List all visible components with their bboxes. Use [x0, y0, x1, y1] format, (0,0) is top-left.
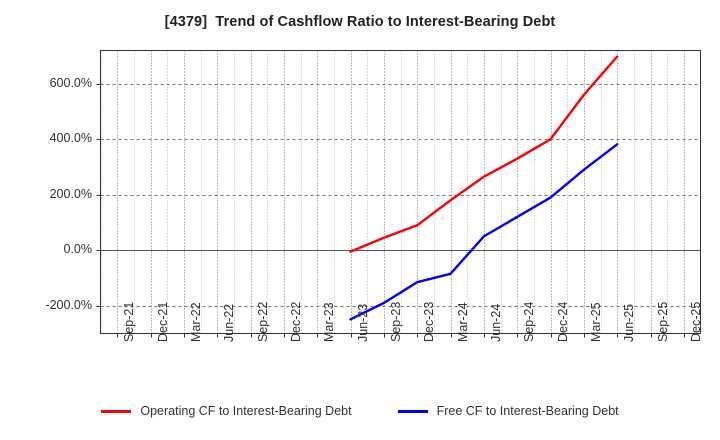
legend-item[interactable]: Free CF to Interest-Bearing Debt	[397, 404, 619, 418]
x-axis-tick-label: Dec-23	[422, 301, 437, 342]
y-axis-tick-label: 600.0%	[49, 75, 92, 90]
chart-title: [4379] Trend of Cashflow Ratio to Intere…	[164, 14, 556, 30]
x-axis-tick-label: Jun-24	[488, 303, 503, 342]
legend-label: Free CF to Interest-Bearing Debt	[436, 404, 619, 418]
x-axis-tick-label: Dec-25	[688, 301, 703, 342]
y-axis-tick-label: 400.0%	[49, 131, 92, 146]
y-axis-tick-label: 0.0%	[63, 242, 93, 257]
x-axis-tick-label: Mar-23	[322, 301, 337, 342]
minor-vertical-gridlines	[101, 50, 668, 334]
x-axis-tick-label: Sep-24	[522, 301, 537, 342]
horizontal-gridlines	[100, 84, 701, 307]
x-axis-tick-label: Jun-25	[622, 303, 637, 342]
x-axis-tick-label: Sep-25	[655, 301, 670, 342]
axis-tick-marks	[96, 84, 685, 338]
series-line	[349, 55, 619, 253]
x-axis-tick-label: Dec-22	[288, 301, 303, 342]
x-axis-tick-label: Mar-22	[188, 301, 203, 342]
legend-item[interactable]: Operating CF to Interest-Bearing Debt	[101, 404, 352, 418]
series-line	[349, 143, 619, 321]
x-axis-tick-label: Dec-24	[555, 301, 570, 342]
legend-label: Operating CF to Interest-Bearing Debt	[140, 404, 352, 418]
major-vertical-gridlines	[117, 50, 685, 334]
x-axis-tick-label: Mar-24	[455, 301, 470, 342]
data-series-lines	[349, 55, 619, 321]
x-axis-tick-label: Jun-23	[355, 303, 370, 342]
x-axis-tick-label: Sep-21	[122, 301, 137, 342]
x-axis-tick-label: Jun-22	[222, 303, 237, 342]
x-axis-tick-label: Sep-22	[255, 301, 270, 342]
y-axis-tick-label: 200.0%	[49, 186, 92, 201]
chart-legend: Operating CF to Interest-Bearing Debt Fre…	[0, 404, 720, 418]
y-axis-tick-label: -200.0%	[45, 297, 92, 312]
legend-color-swatch	[397, 409, 428, 413]
x-axis-tick-label: Sep-23	[388, 301, 403, 342]
x-axis-tick-label: Mar-25	[588, 301, 603, 342]
x-axis-tick-label: Dec-21	[155, 301, 170, 342]
plot-frame	[100, 50, 701, 334]
legend-color-swatch	[101, 409, 132, 413]
